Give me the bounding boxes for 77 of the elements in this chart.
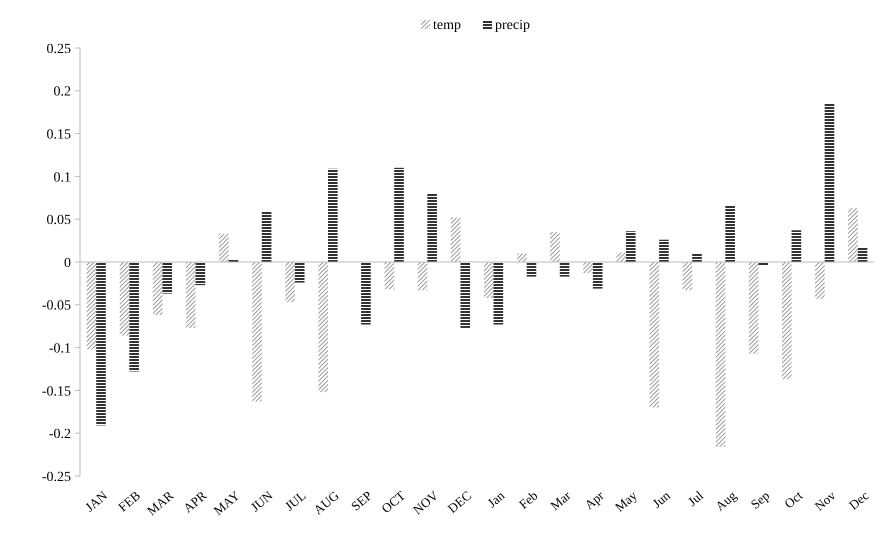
x-tick-label: APR <box>180 488 210 516</box>
bar <box>361 262 371 324</box>
y-tick-label: 0.15 <box>46 128 71 142</box>
y-tick-label: 0.1 <box>54 170 71 186</box>
bar <box>262 211 272 262</box>
x-tick-label: JAN <box>82 487 110 515</box>
y-tick-label: -0.1 <box>48 342 71 356</box>
bar <box>186 262 196 328</box>
bar <box>120 262 130 336</box>
bar <box>725 206 735 262</box>
y-tick-label: -0.25 <box>42 470 71 485</box>
bar <box>196 262 206 286</box>
x-tick-label: Jun <box>649 487 674 511</box>
y-tick-label: 0 <box>64 256 71 271</box>
x-tick-label: Feb <box>516 488 540 512</box>
bar <box>162 262 172 294</box>
bar <box>219 234 229 262</box>
bar <box>650 262 660 408</box>
x-tick-label: SEP <box>348 488 375 514</box>
bar <box>550 232 560 262</box>
x-tick-label: JUN <box>248 487 276 515</box>
x-tick-label: Sep <box>748 488 772 512</box>
bar <box>692 253 702 262</box>
bar <box>86 262 96 350</box>
bar <box>616 252 626 262</box>
y-tick-label: -0.05 <box>42 298 71 314</box>
bar <box>626 231 636 262</box>
bar <box>824 104 834 262</box>
bar <box>252 262 262 402</box>
x-tick-label: JUL <box>282 488 309 514</box>
bar <box>560 262 570 277</box>
x-tick-label: Oct <box>781 488 806 512</box>
bar <box>384 262 394 290</box>
bar <box>792 230 802 262</box>
bar <box>152 262 162 316</box>
bar <box>484 262 494 298</box>
x-tick-label: Aug <box>712 487 740 514</box>
y-tick-label: 0.05 <box>46 213 71 228</box>
x-tick-label: OCT <box>378 488 408 516</box>
bar <box>418 262 428 290</box>
bar <box>285 262 295 302</box>
bar <box>96 262 106 426</box>
bar <box>328 168 338 262</box>
legend-label: precip <box>495 18 530 33</box>
bar <box>517 253 527 262</box>
bar <box>858 247 868 262</box>
bar <box>460 262 470 328</box>
bar <box>583 262 593 274</box>
bar <box>494 262 504 324</box>
x-tick-label: Apr <box>582 487 608 512</box>
bar <box>682 262 692 290</box>
x-tick-label: Dec <box>846 488 872 513</box>
bar <box>848 208 858 262</box>
bar <box>782 262 792 380</box>
bar <box>748 262 758 354</box>
x-tick-label: Nov <box>812 487 839 514</box>
x-tick-label: Jan <box>484 487 508 510</box>
y-tick-label: -0.2 <box>48 427 71 442</box>
bar <box>394 168 404 262</box>
bar <box>815 262 825 299</box>
bar <box>294 262 304 283</box>
bar <box>129 262 139 372</box>
bar <box>716 262 726 447</box>
bar <box>592 262 602 289</box>
bar <box>427 194 437 262</box>
bar <box>318 262 328 392</box>
y-tick-label: 0.25 <box>46 42 71 57</box>
bar <box>526 262 536 277</box>
bar <box>659 240 669 262</box>
y-tick-label: -0.15 <box>42 384 71 400</box>
bar <box>450 217 460 262</box>
x-tick-label: May <box>612 487 640 515</box>
legend-label: temp <box>433 18 461 33</box>
y-tick-label: 0.2 <box>54 84 71 100</box>
x-tick-label: Mar <box>547 487 574 514</box>
x-tick-label: Jul <box>684 488 706 510</box>
x-tick-label: FEB <box>115 488 144 515</box>
